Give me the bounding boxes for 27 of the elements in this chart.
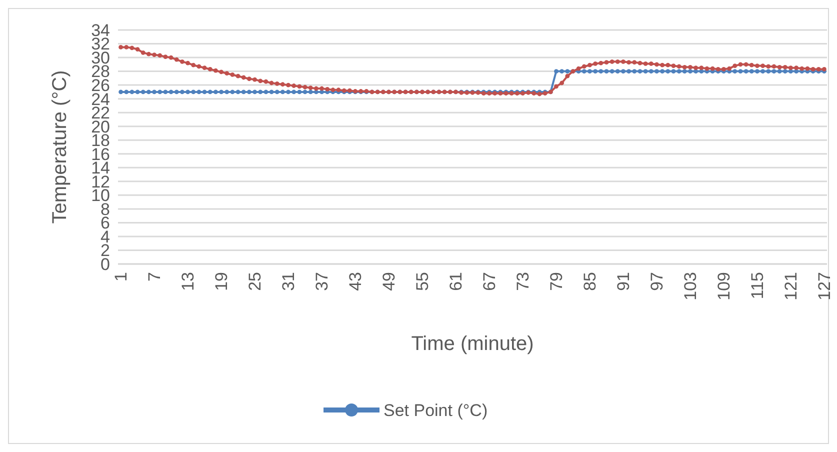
x-tick-label: 103 (681, 272, 700, 300)
x-tick-label: 97 (648, 272, 667, 291)
x-tick-label: 31 (279, 272, 298, 291)
y-tick-label: 0 (100, 254, 110, 274)
x-tick-label: 91 (614, 272, 634, 291)
x-tick-label: 13 (178, 272, 198, 291)
x-tick-label: 121 (782, 272, 801, 300)
x-tick-label: 85 (580, 272, 600, 291)
x-tick-label: 55 (413, 272, 432, 291)
x-tick-label: 43 (346, 272, 366, 291)
y-axis-title: Temperature (°C) (49, 70, 71, 224)
x-tick-label: 7 (145, 272, 164, 282)
x-tick-label: 61 (446, 272, 466, 291)
legend-key: Set Point (°C) (324, 400, 488, 420)
x-tick-label: 37 (312, 272, 332, 291)
x-tick-label: 1 (112, 272, 131, 282)
x-tick-label: 127 (815, 272, 834, 300)
x-tick-label: 67 (480, 272, 500, 291)
x-axis-title: Time (minute) (411, 333, 534, 355)
x-tick-label: 25 (246, 272, 265, 291)
legend-label: Set Point (°C) (384, 400, 488, 420)
x-tick-label: 79 (547, 272, 566, 291)
x-tick-label: 115 (748, 272, 768, 300)
x-tick-label: 19 (212, 272, 232, 291)
x-tick-label: 73 (514, 272, 533, 291)
x-tick-label: 109 (714, 272, 734, 300)
x-tick-label: 49 (380, 272, 399, 291)
